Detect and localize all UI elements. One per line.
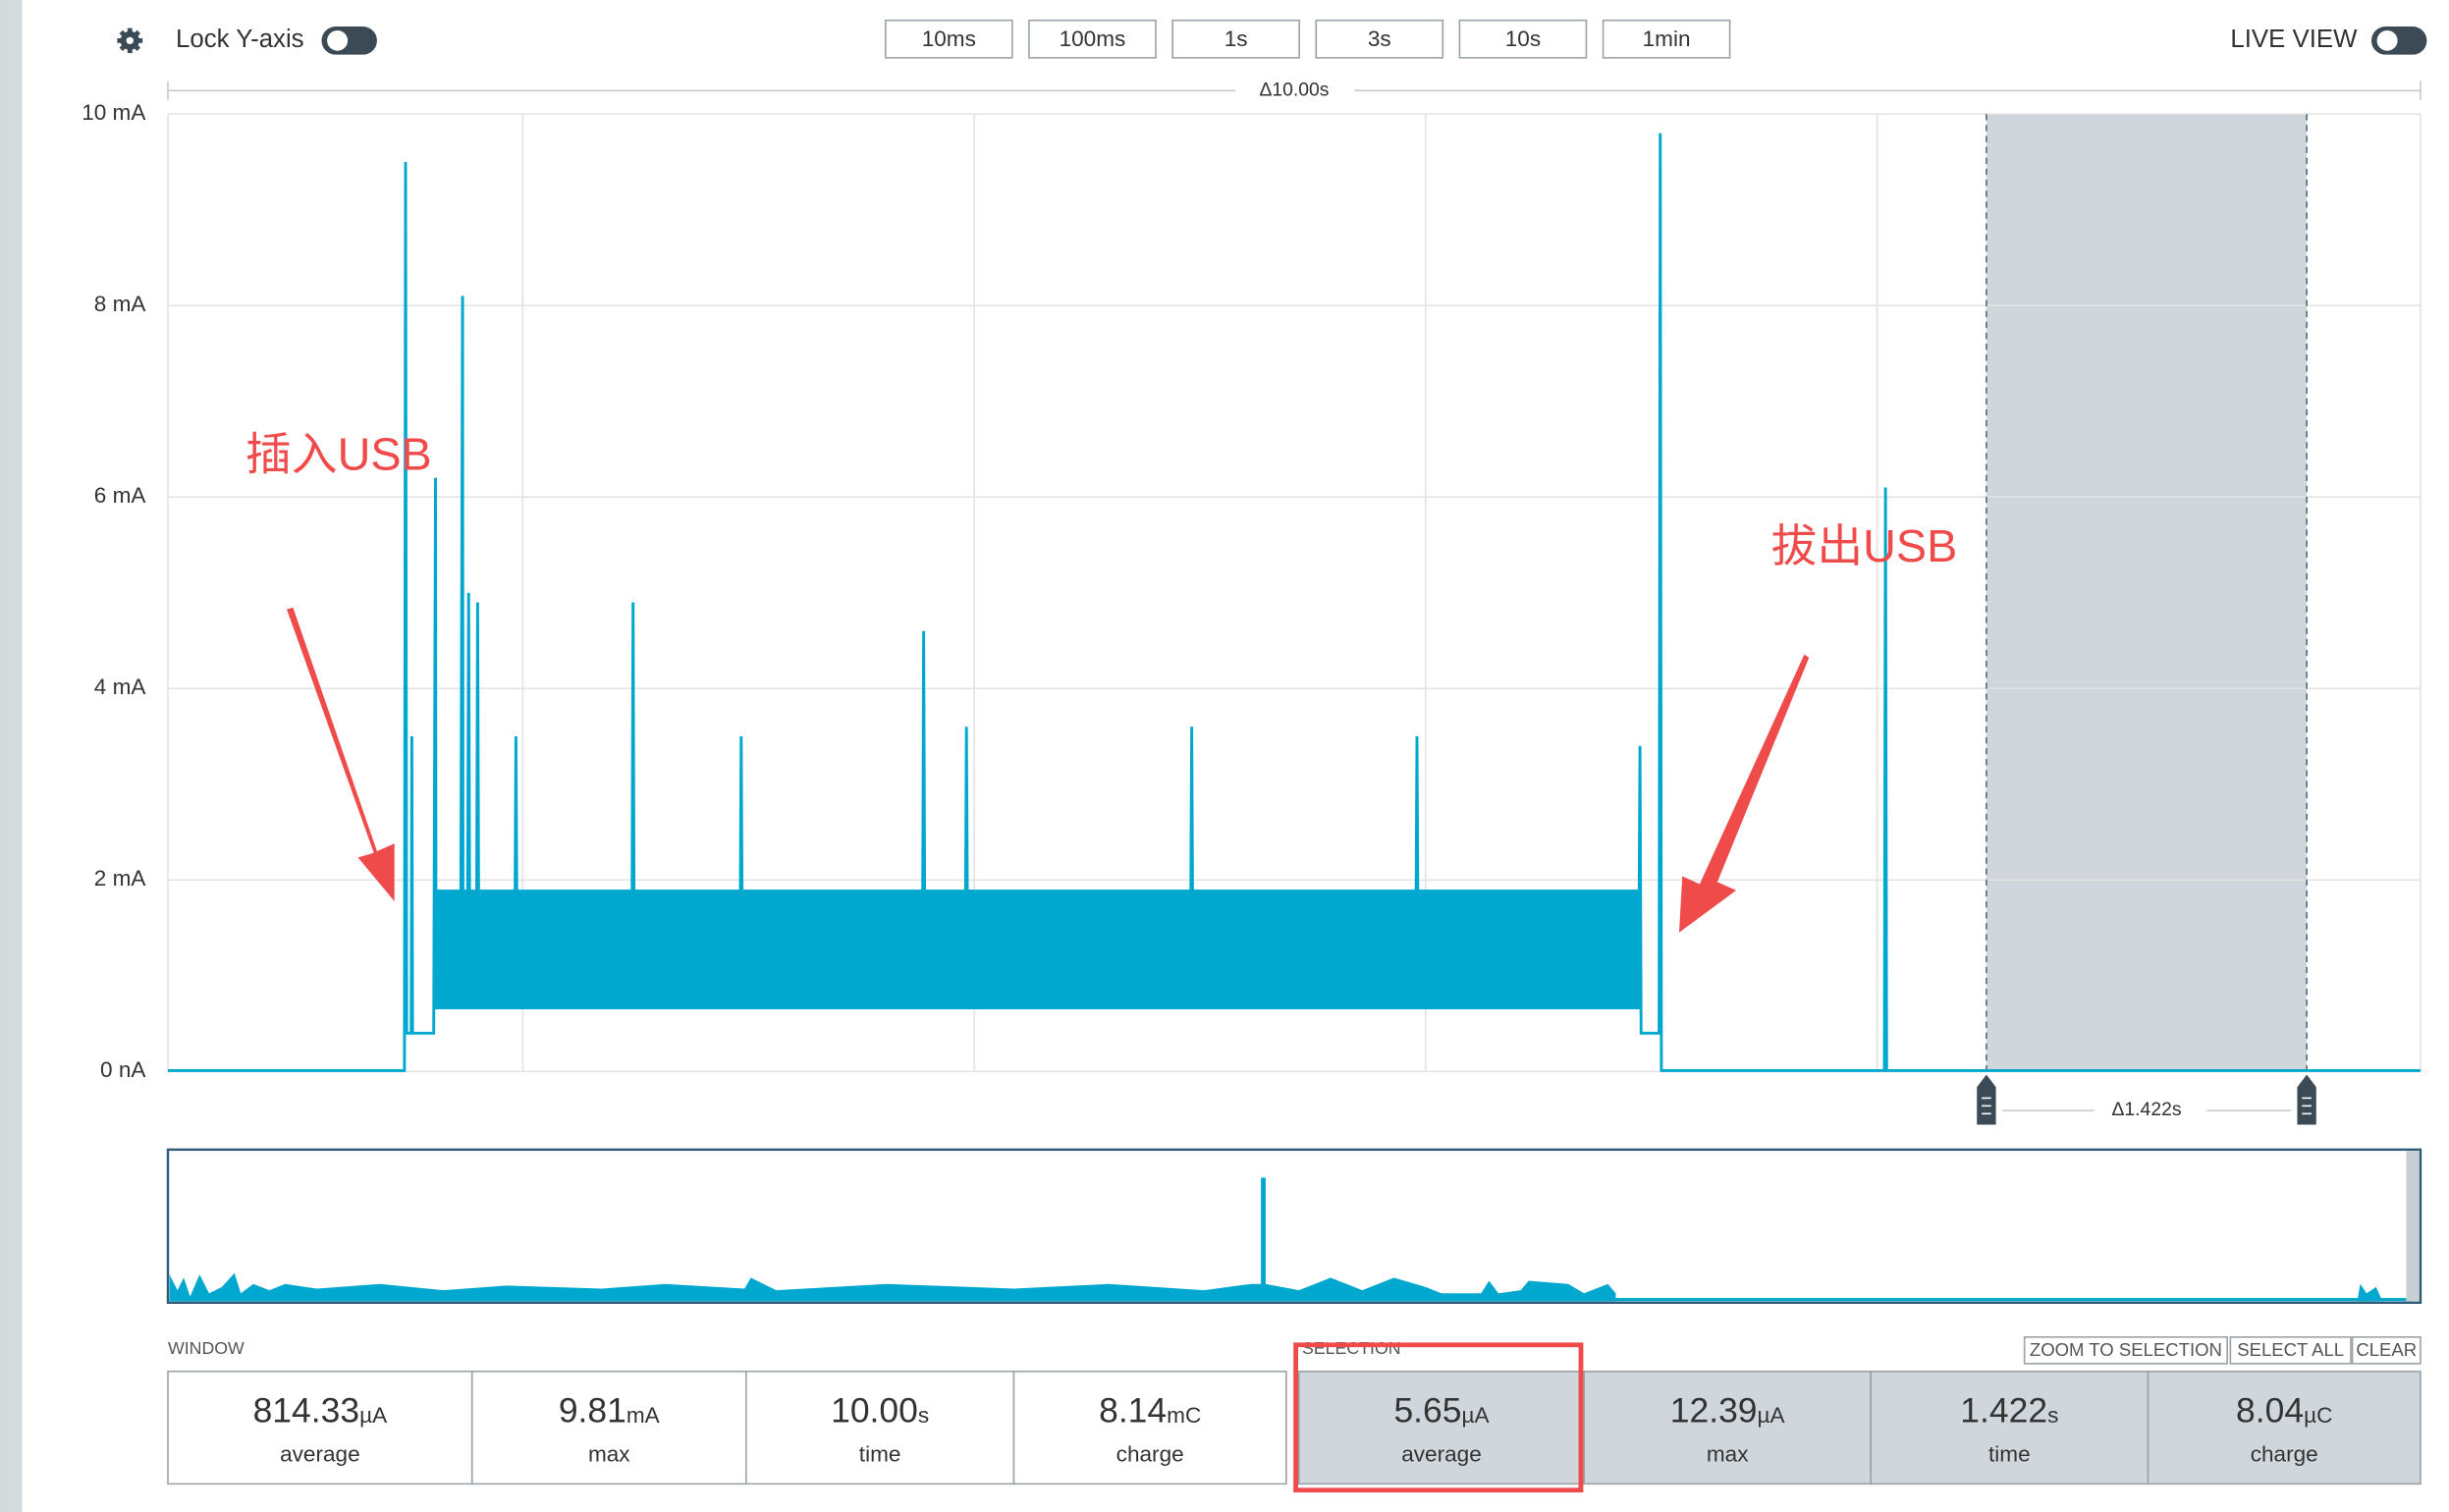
button-frame [1028, 19, 1157, 59]
stat-number: 8.04 [2236, 1392, 2304, 1431]
highlight-box [1293, 1342, 1584, 1493]
stat-value: 5.65µA [1393, 1392, 1489, 1431]
button-label: SELECT ALL [2237, 1339, 2344, 1360]
live-view-label: LIVE VIEW [2230, 26, 2358, 53]
button-frame [1602, 19, 1731, 59]
current-trace [167, 133, 2421, 1072]
action-button[interactable]: SELECT ALL [2229, 1336, 2352, 1365]
stat-unit: mA [626, 1403, 660, 1428]
stat-cell [1583, 1371, 1872, 1485]
stat-unit: µC [2304, 1403, 2332, 1428]
button-label: 10s [1505, 27, 1541, 51]
stat-number: 8.14 [1099, 1392, 1167, 1431]
button-label: ZOOM TO SELECTION [2030, 1339, 2222, 1360]
button-label: 10ms [922, 27, 976, 51]
time-buttons: 10ms 100ms 1s 3s 10s 1min [884, 19, 1731, 59]
stat-cell [1012, 1371, 1287, 1485]
button-frame [884, 19, 1013, 59]
plot: Δ10.00s 0 nA 2 mA 4 mA 6 mA 8 mA 10 mA Δ1.422s [82, 80, 2422, 1125]
stat-cell [470, 1371, 747, 1485]
stat-number: 10.00 [831, 1392, 918, 1431]
stat-label: time [1988, 1442, 2031, 1467]
button-label: CLEAR [2356, 1339, 2417, 1360]
action-button[interactable]: ZOOM TO SELECTION [2023, 1336, 2228, 1365]
action-button[interactable]: CLEAR [2351, 1336, 2422, 1365]
stat-unit: mC [1167, 1403, 1201, 1428]
button-frame [2023, 1336, 2228, 1365]
stat-cell [2147, 1371, 2422, 1485]
stat-number: 9.81 [559, 1392, 626, 1431]
stat-cell [167, 1371, 473, 1485]
stat-unit: s [918, 1403, 929, 1428]
stat-cell [1298, 1371, 1586, 1485]
stat-value: 9.81mA [559, 1392, 660, 1431]
selection-region [1986, 114, 2308, 1072]
y-tick-label: 2 mA [94, 866, 146, 891]
stat-value: 10.00s [831, 1392, 929, 1431]
window-delta: Δ10.00s [1259, 80, 1329, 100]
stat-value: 814.33µA [253, 1392, 388, 1431]
time-button[interactable]: 100ms [1028, 19, 1157, 59]
stat-unit: s [2047, 1403, 2058, 1428]
handle-shape [2297, 1074, 2316, 1125]
stat-number: 814.33 [253, 1392, 360, 1431]
annotation: 拔出USB [1771, 520, 1958, 571]
stat-number: 1.422 [1960, 1392, 2047, 1431]
stats-title: WINDOW [168, 1338, 245, 1358]
lock-label: Lock Y-axis [176, 26, 304, 53]
time-button[interactable]: 1min [1602, 19, 1731, 59]
handle-shape [1977, 1074, 1996, 1125]
stat-unit: µA [1758, 1403, 1785, 1428]
button-label: 1s [1224, 27, 1248, 51]
stat-number: 5.65 [1393, 1392, 1461, 1431]
stat-label: average [1401, 1442, 1482, 1467]
annotation: 插入USB [245, 429, 432, 480]
button-label: 100ms [1060, 27, 1126, 51]
time-button[interactable]: 1s [1171, 19, 1300, 59]
settings-icon[interactable] [117, 27, 143, 54]
selection-handle[interactable] [1977, 1074, 1996, 1125]
stats: WINDOW814.33µAaverage9.81mAmax10.00stime… [167, 1336, 2422, 1493]
stat-unit: µA [1462, 1403, 1490, 1428]
stat-label: charge [1116, 1442, 1184, 1467]
y-tick-label: 10 mA [82, 100, 145, 125]
signal-band [433, 890, 1642, 1009]
selection-delta: Δ1.422s [2111, 1100, 2181, 1120]
selection-handle[interactable] [2297, 1074, 2316, 1125]
stat-unit: µA [359, 1403, 387, 1428]
button-frame [2351, 1336, 2422, 1365]
side-bar [0, 0, 23, 1512]
button-frame [2229, 1336, 2352, 1365]
stat-cell [745, 1371, 1015, 1485]
button-frame [1458, 19, 1588, 59]
stat-value: 8.04µC [2236, 1392, 2332, 1431]
lock-toggle[interactable] [321, 27, 377, 55]
stats-title: SELECTION [1302, 1338, 1401, 1358]
button-frame [1171, 19, 1300, 59]
time-button[interactable]: 10ms [884, 19, 1013, 59]
stat-value: 12.39µA [1670, 1392, 1785, 1431]
stat-label: max [1707, 1442, 1749, 1467]
stat-label: charge [2251, 1442, 2318, 1467]
stat-label: max [588, 1442, 630, 1467]
stat-value: 1.422s [1960, 1392, 2058, 1431]
stat-label: average [280, 1442, 360, 1467]
live-view-toggle[interactable] [2370, 27, 2427, 55]
y-tick-label: 8 mA [94, 292, 146, 316]
time-button[interactable]: 3s [1315, 19, 1444, 59]
time-button[interactable]: 10s [1458, 19, 1588, 59]
y-tick-label: 0 nA [100, 1057, 145, 1082]
y-tick-label: 6 mA [94, 483, 146, 508]
button-label: 1min [1643, 27, 1691, 51]
stat-value: 8.14mC [1099, 1392, 1201, 1431]
button-frame [1315, 19, 1444, 59]
button-label: 3s [1368, 27, 1391, 51]
minimap[interactable] [166, 1148, 2422, 1305]
annotation-arrows [286, 607, 1810, 933]
y-tick-label: 4 mA [94, 675, 146, 699]
stat-number: 12.39 [1670, 1392, 1758, 1431]
stat-label: time [859, 1442, 901, 1467]
